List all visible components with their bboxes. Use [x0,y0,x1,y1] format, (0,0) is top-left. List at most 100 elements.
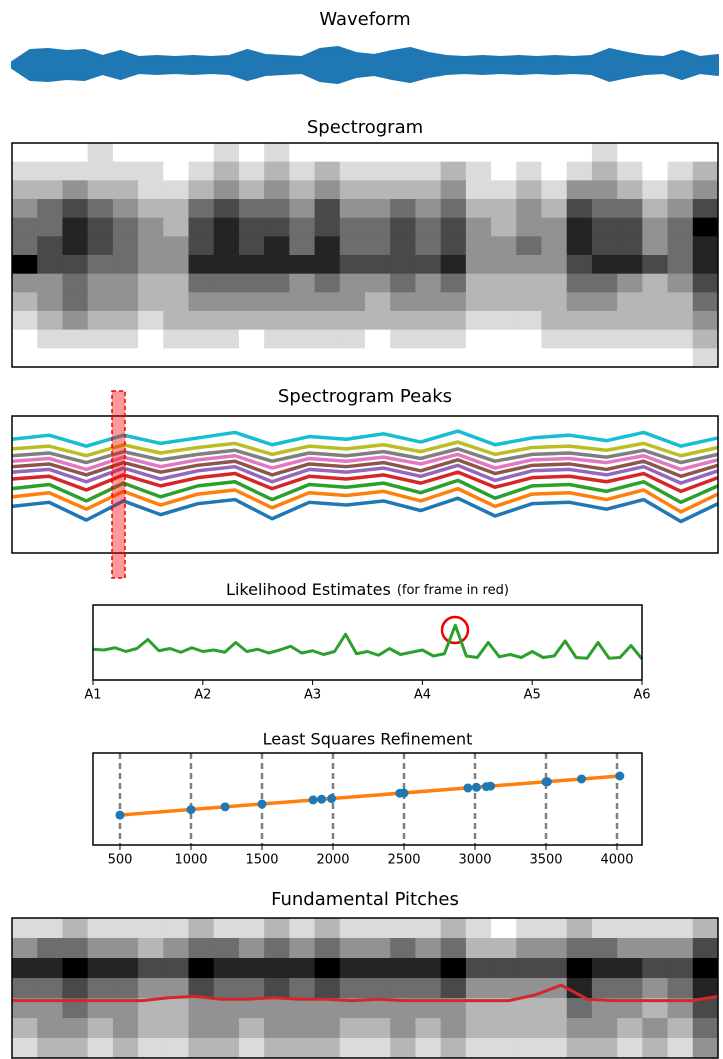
heatmap-cell [516,273,542,293]
heatmap-cell [465,292,492,312]
data-line [119,774,620,817]
heatmap-cell [213,958,240,979]
heatmap-cell [37,1038,63,1059]
heatmap-cell [12,236,38,256]
heatmap-cell [692,161,719,181]
heatmap-cell [87,292,114,312]
heatmap-cell [642,273,669,293]
heatmap-cell [37,348,63,368]
heatmap-cell [465,311,492,331]
heatmap-cell [112,236,139,256]
heatmap-cell [440,143,467,163]
scatter-point [257,799,267,809]
heatmap-cell [314,938,341,959]
heatmap-cell [365,1038,391,1059]
heatmap-cell [541,938,568,959]
heatmap-cell [566,938,593,959]
heatmap-cell [238,978,265,999]
heatmap-cell [692,918,719,939]
data-line [11,440,719,458]
heatmap-cell [163,1018,189,1039]
heatmap-cell [339,292,366,312]
heatmap-cell [37,938,63,959]
heatmap-cell [365,329,391,349]
heatmap-cell [62,348,89,368]
x-tick-label: A4 [414,688,431,703]
x-tick-label: A1 [84,688,101,703]
heatmap-cell [642,143,669,163]
heatmap-cell [238,348,265,368]
heatmap-cell [12,217,38,237]
heatmap-cell [516,217,542,237]
heatmap-cell [465,199,492,219]
heatmap-cell [692,938,719,959]
heatmap-cell [566,217,593,237]
heatmap-cell [642,199,669,219]
heatmap-cell [491,236,517,256]
heatmap-cell [213,180,240,200]
heatmap-cell [491,998,517,1019]
heatmap-cell [541,236,568,256]
heatmap-cell [440,978,467,999]
heatmap-cell [213,236,240,256]
heatmap-cell [12,958,38,979]
heatmap-cell [365,255,391,275]
heatmap-cell [289,1038,316,1059]
heatmap-cell [365,199,391,219]
heatmap-cell [617,255,643,275]
heatmap-cell [591,199,618,219]
scatter-point [577,774,587,784]
scatter-point [471,782,481,792]
heatmap-cell [667,292,694,312]
heatmap-cell [314,918,341,939]
heatmap-cell [314,348,341,368]
heatmap-cell [12,998,38,1019]
heatmap-cell [365,998,391,1019]
heatmap-cell [339,348,366,368]
heatmap-cell [289,199,316,219]
heatmap-cell [365,348,391,368]
heatmap-cell [289,978,316,999]
heatmap-cell [692,236,719,256]
heatmap-cell [390,329,416,349]
heatmap-cell [87,143,114,163]
heatmap-cell [138,311,164,331]
scatter-point [399,788,409,798]
x-tick-label: 2500 [387,853,420,868]
heatmap-cell [163,329,189,349]
heatmap-cell [213,311,240,331]
heatmap-cell [365,292,391,312]
heatmap-cell [415,311,442,331]
heatmap-cell [138,236,164,256]
heatmap-cell [642,1018,669,1039]
heatmap-cell [591,998,618,1019]
heatmap-cell [516,311,542,331]
heatmap-cell [87,1018,114,1039]
heatmap-cell [339,1018,366,1039]
heatmap-cell [188,217,215,237]
heatmap-cell [415,958,442,979]
heatmap-cell [62,199,89,219]
heatmap-cell [213,217,240,237]
heatmap-cell [667,1038,694,1059]
heatmap-cell [692,1038,719,1059]
heatmap-cell [12,348,38,368]
heatmap-cell [37,143,63,163]
heatmap-cell [12,938,38,959]
heatmap-cell [62,998,89,1019]
heatmap-cell [112,199,139,219]
heatmap-cell [339,199,366,219]
heatmap-cell [667,255,694,275]
heatmap-cell [692,255,719,275]
heatmap-cell [617,958,643,979]
heatmap-cell [264,918,290,939]
heatmap-cell [264,1038,290,1059]
data-line [11,478,719,505]
data-line [11,486,719,514]
heatmap-cell [566,998,593,1019]
heatmap-cell [238,1038,265,1059]
heatmap-cell [465,255,492,275]
heatmap-cell [213,143,240,163]
heatmap-cell [314,958,341,979]
